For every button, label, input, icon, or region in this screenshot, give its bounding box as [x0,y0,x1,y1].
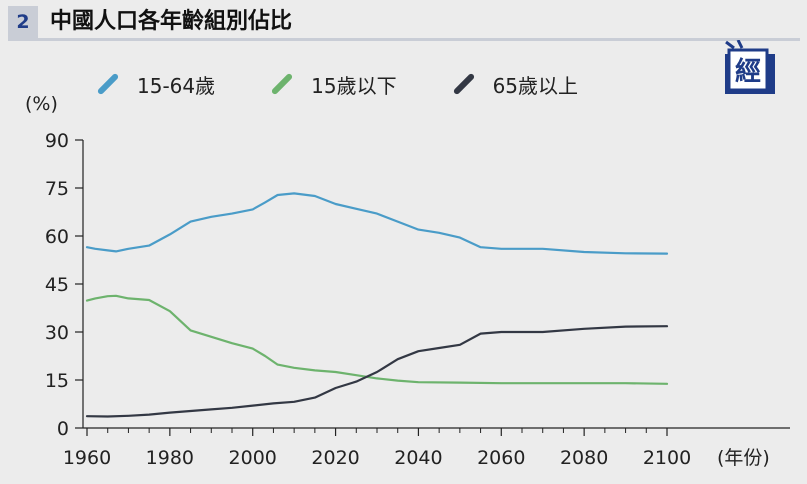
series-line-2 [85,325,669,418]
y-tick-label: 15 [45,370,69,392]
legend-label-elderly: 65歲以上 [492,73,579,98]
title-bar: 2 中國人口各年齡組別佔比 [0,0,807,46]
x-tick-label: 1980 [146,447,194,469]
y-tick-label: 30 [45,322,69,344]
figure-number: 2 [8,6,38,38]
x-tick-label: 2020 [311,447,359,469]
y-tick-label: 0 [57,418,69,440]
y-axis-label: (%) [25,93,58,115]
y-tick-label: 90 [45,130,69,152]
logo-character: 經 [735,56,761,87]
x-tick-label: 1960 [63,447,111,469]
x-tick-label: 2060 [477,447,525,469]
series-line-1 [85,294,669,385]
x-axis-label: (年份) [717,447,770,469]
legend-item-working-age: 15-64歲 [95,70,215,99]
legend-item-children: 15歲以下 [269,70,397,99]
chart-title: 中國人口各年齡組別佔比 [50,9,293,34]
legend: 15-64歲 15歲以下 65歲以上 [95,66,632,102]
x-tick-label: 2040 [394,447,442,469]
title-underline [8,38,800,41]
x-tick-label: 2080 [560,447,608,469]
series-line-0 [85,192,669,255]
y-tick-label: 45 [45,274,69,296]
publisher-logo-icon: 經 [724,40,778,100]
legend-item-elderly: 65歲以上 [451,70,578,99]
legend-label-children: 15歲以下 [311,73,397,98]
legend-label-working-age: 15-64歲 [137,73,216,98]
x-tick-label: 2100 [643,447,691,469]
x-tick-label: 2000 [229,447,277,469]
y-tick-label: 75 [45,178,69,200]
y-tick-label: 60 [45,226,69,248]
